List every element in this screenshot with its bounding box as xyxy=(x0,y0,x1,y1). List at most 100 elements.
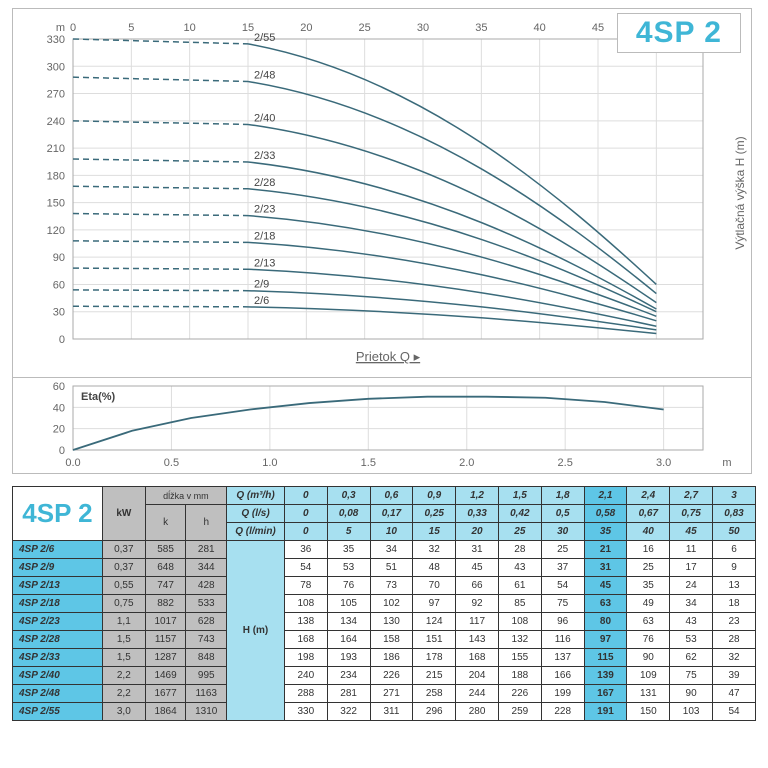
svg-text:45: 45 xyxy=(592,22,604,34)
model-name: 4SP 2/6 xyxy=(13,541,103,559)
svg-text:2/55: 2/55 xyxy=(254,32,275,44)
q-ls-val: 0,58 xyxy=(584,505,627,523)
q-lmin-val: 40 xyxy=(627,523,670,541)
h-cell: 244 xyxy=(456,685,499,703)
svg-text:180: 180 xyxy=(47,170,65,182)
kw-val: 0,75 xyxy=(102,595,145,613)
model-name: 4SP 2/48 xyxy=(13,685,103,703)
k-header: k xyxy=(145,505,186,541)
k-val: 585 xyxy=(145,541,186,559)
h-cell: 116 xyxy=(541,631,584,649)
h-cell: 102 xyxy=(370,595,413,613)
k-val: 1017 xyxy=(145,613,186,631)
q-m3h-val: 0 xyxy=(284,487,327,505)
svg-text:25: 25 xyxy=(359,22,371,34)
h-cell: 158 xyxy=(370,631,413,649)
kw-header: kW xyxy=(102,487,145,541)
svg-text:20: 20 xyxy=(300,22,312,34)
svg-text:210: 210 xyxy=(47,143,65,155)
h-cell: 9 xyxy=(713,559,756,577)
q-m3h-val: 0,3 xyxy=(327,487,370,505)
svg-text:30: 30 xyxy=(53,307,65,319)
q-lmin-val: 5 xyxy=(327,523,370,541)
h-cell: 61 xyxy=(498,577,541,595)
h-val: 743 xyxy=(186,631,227,649)
kw-val: 0,37 xyxy=(102,541,145,559)
q-ls-val: 0,08 xyxy=(327,505,370,523)
svg-text:2.0: 2.0 xyxy=(459,457,474,469)
eta-chart: 02040600.00.51.01.52.02.53.0mEta(%) xyxy=(12,378,752,474)
kw-val: 1,5 xyxy=(102,631,145,649)
svg-text:0: 0 xyxy=(70,22,76,34)
svg-text:60: 60 xyxy=(53,381,65,393)
kw-val: 2,2 xyxy=(102,667,145,685)
h-cell: 124 xyxy=(413,613,456,631)
model-name: 4SP 2/9 xyxy=(13,559,103,577)
q-m3h-val: 2,4 xyxy=(627,487,670,505)
kw-val: 1,1 xyxy=(102,613,145,631)
chart-svg: 05101520253035404550l/min030609012015018… xyxy=(13,9,753,379)
h-cell: 311 xyxy=(370,703,413,721)
h-cell: 226 xyxy=(370,667,413,685)
k-val: 1287 xyxy=(145,649,186,667)
h-cell: 32 xyxy=(713,649,756,667)
h-cell: 143 xyxy=(456,631,499,649)
svg-text:1.0: 1.0 xyxy=(262,457,277,469)
h-cell: 259 xyxy=(498,703,541,721)
hm-label: H (m) xyxy=(227,541,285,721)
h-cell: 31 xyxy=(456,541,499,559)
svg-text:15: 15 xyxy=(242,22,254,34)
svg-text:40: 40 xyxy=(53,402,65,414)
h-cell: 281 xyxy=(327,685,370,703)
h-cell: 97 xyxy=(413,595,456,613)
h-cell: 25 xyxy=(541,541,584,559)
h-cell: 168 xyxy=(284,631,327,649)
h-cell: 151 xyxy=(413,631,456,649)
svg-text:330: 330 xyxy=(47,34,65,46)
h-cell: 37 xyxy=(541,559,584,577)
h-cell: 43 xyxy=(498,559,541,577)
svg-text:2/18: 2/18 xyxy=(254,230,275,242)
h-cell: 90 xyxy=(670,685,713,703)
q-m3h-val: 1,5 xyxy=(498,487,541,505)
h-cell: 109 xyxy=(627,667,670,685)
svg-text:150: 150 xyxy=(47,198,65,210)
k-val: 747 xyxy=(145,577,186,595)
h-cell: 80 xyxy=(584,613,627,631)
model-name: 4SP 2/13 xyxy=(13,577,103,595)
q-lmin-val: 0 xyxy=(284,523,327,541)
model-name: 4SP 2/33 xyxy=(13,649,103,667)
h-cell: 73 xyxy=(370,577,413,595)
h-cell: 271 xyxy=(370,685,413,703)
q-ls-label: Q (l/s) xyxy=(227,505,285,523)
k-val: 882 xyxy=(145,595,186,613)
h-cell: 24 xyxy=(670,577,713,595)
h-cell: 90 xyxy=(627,649,670,667)
h-cell: 28 xyxy=(498,541,541,559)
q-m3h-val: 2,7 xyxy=(670,487,713,505)
k-val: 648 xyxy=(145,559,186,577)
svg-text:m: m xyxy=(722,457,731,469)
q-lmin-val: 10 xyxy=(370,523,413,541)
spec-table: 4SP 2kWdĺžka v mmQ (m³/h)00,30,60,91,21,… xyxy=(12,486,756,721)
h-cell: 25 xyxy=(627,559,670,577)
h-cell: 155 xyxy=(498,649,541,667)
q-ls-val: 0,33 xyxy=(456,505,499,523)
svg-text:40: 40 xyxy=(534,22,546,34)
h-cell: 32 xyxy=(413,541,456,559)
h-cell: 76 xyxy=(627,631,670,649)
h-cell: 11 xyxy=(670,541,713,559)
h-cell: 21 xyxy=(584,541,627,559)
svg-text:3.0: 3.0 xyxy=(656,457,671,469)
h-cell: 150 xyxy=(627,703,670,721)
q-ls-val: 0,83 xyxy=(713,505,756,523)
h-cell: 103 xyxy=(670,703,713,721)
y-axis-label: Výtlačná výška H (m) xyxy=(733,136,747,249)
h-cell: 75 xyxy=(670,667,713,685)
h-val: 281 xyxy=(186,541,227,559)
h-cell: 168 xyxy=(456,649,499,667)
eta-svg: 02040600.00.51.01.52.02.53.0mEta(%) xyxy=(13,378,753,474)
h-cell: 132 xyxy=(498,631,541,649)
h-val: 995 xyxy=(186,667,227,685)
h-cell: 54 xyxy=(541,577,584,595)
